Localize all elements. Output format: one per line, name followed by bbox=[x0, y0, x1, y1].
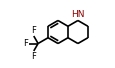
Text: F: F bbox=[31, 26, 36, 35]
Text: F: F bbox=[31, 52, 36, 61]
Text: F: F bbox=[23, 39, 28, 48]
Text: HN: HN bbox=[71, 10, 84, 19]
